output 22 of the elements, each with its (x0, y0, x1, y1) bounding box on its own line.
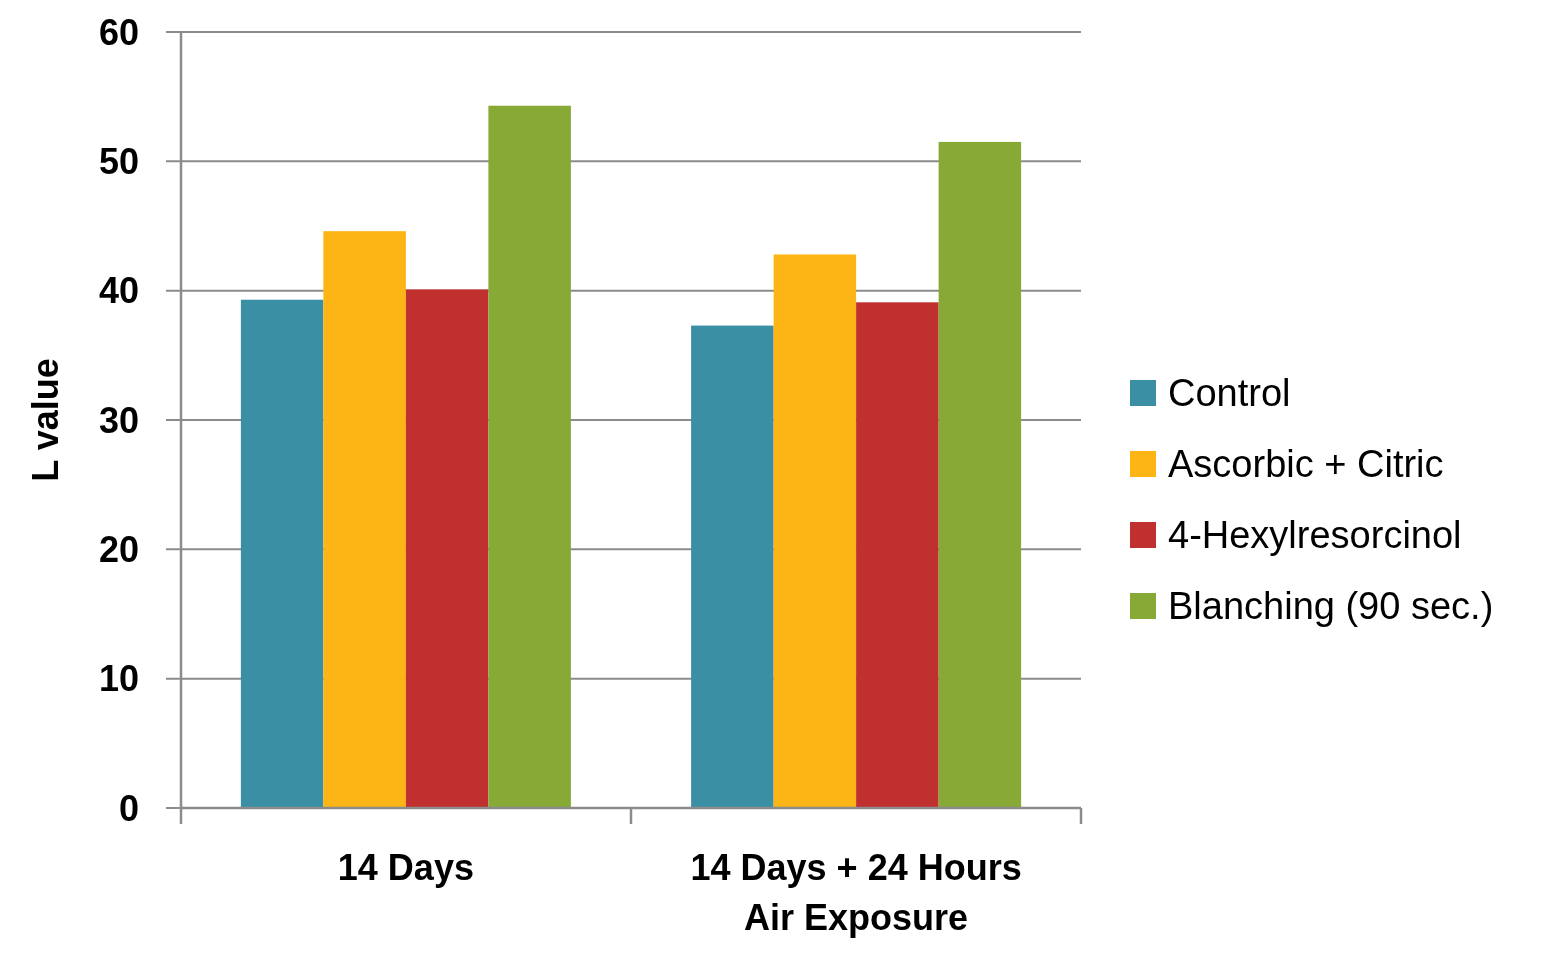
bar (856, 302, 939, 808)
y-tick-label: 10 (98, 658, 139, 700)
bar (240, 299, 324, 808)
x-tick-label: 14 Days (337, 847, 474, 888)
y-tick-label: 50 (98, 140, 139, 182)
bar (691, 325, 774, 808)
legend-label: Control (1168, 372, 1291, 415)
y-tick-label: 0 (118, 787, 139, 829)
x-tick-label: 14 Days + 24 Hours Air Exposure (690, 847, 1022, 938)
bar (405, 289, 489, 808)
y-tick-label: 20 (98, 528, 139, 570)
legend-label: Ascorbic + Citric (1168, 443, 1444, 486)
legend-label: Blanching (90 sec.) (1168, 585, 1494, 628)
y-tick-label: 40 (98, 270, 139, 312)
bar (323, 231, 406, 808)
legend-label: 4-Hexylresorcinol (1168, 514, 1462, 557)
bar (938, 141, 1022, 808)
bar (488, 105, 571, 808)
y-tick-label: 30 (98, 399, 139, 441)
y-axis-title: L value (25, 358, 66, 482)
y-tick-label: 60 (98, 11, 139, 53)
bar (773, 254, 857, 808)
